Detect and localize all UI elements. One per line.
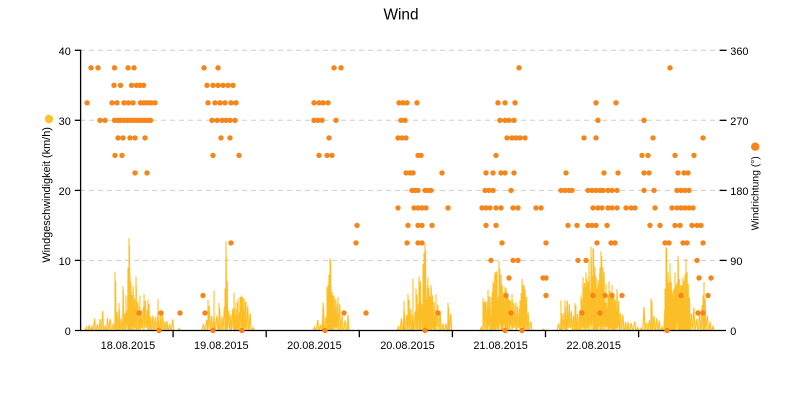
svg-text:Wind: Wind xyxy=(383,7,418,24)
svg-text:0: 0 xyxy=(65,326,71,338)
svg-text:19.08.2015: 19.08.2015 xyxy=(194,340,249,352)
svg-text:10: 10 xyxy=(59,256,71,268)
svg-text:18.08.2015: 18.08.2015 xyxy=(101,340,156,352)
svg-text:270: 270 xyxy=(730,116,748,128)
svg-text:20: 20 xyxy=(59,186,71,198)
svg-text:Windgeschwindigkeit (km/h): Windgeschwindigkeit (km/h) xyxy=(41,127,53,263)
svg-text:180: 180 xyxy=(730,186,748,198)
svg-text:20.08.2015: 20.08.2015 xyxy=(380,340,435,352)
svg-text:90: 90 xyxy=(730,256,742,268)
svg-text:0: 0 xyxy=(730,326,736,338)
svg-text:21.08.2015: 21.08.2015 xyxy=(473,340,528,352)
svg-text:20.08.2015: 20.08.2015 xyxy=(287,340,342,352)
svg-text:Windrichtung (°): Windrichtung (°) xyxy=(751,156,762,230)
svg-text:30: 30 xyxy=(59,116,71,128)
svg-text:22.08.2015: 22.08.2015 xyxy=(566,340,621,352)
svg-text:360: 360 xyxy=(730,46,748,58)
svg-text:40: 40 xyxy=(59,46,71,58)
